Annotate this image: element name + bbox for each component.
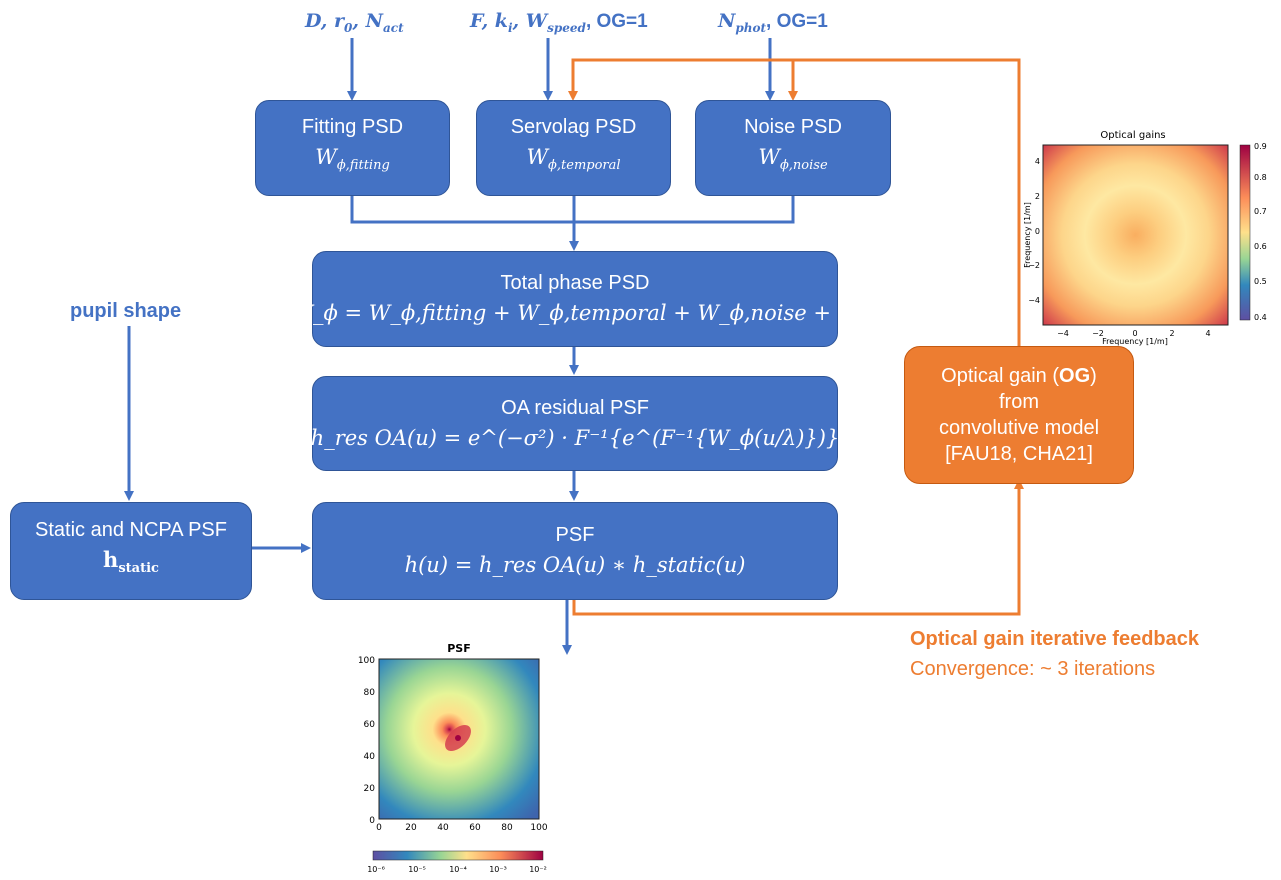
- static-ncpa-psf-title: Static and NCPA PSF: [35, 519, 227, 542]
- fitting-psd-formula: Wϕ,fitting: [315, 145, 390, 174]
- noise-inputs-label: Nphot, OG=1: [718, 10, 828, 35]
- total-phase-psd-box: Total phase PSD W_ϕ = W_ϕ,fitting + W_ϕ,…: [291, 251, 859, 347]
- optical-gain-line1: Optical gain (OG): [941, 365, 1097, 387]
- total-phase-psd-formula: W_ϕ = W_ϕ,fitting + W_ϕ,temporal + W_ϕ,n…: [291, 301, 859, 325]
- static-ncpa-psf-box: Static and NCPA PSF hstatic: [10, 502, 252, 600]
- noise-psd-box: Noise PSD Wϕ,noise: [695, 100, 891, 196]
- feedback-title: Optical gain iterative feedback: [910, 628, 1199, 650]
- servolag-psd-title: Servolag PSD: [510, 116, 637, 139]
- optical-gain-line4: [FAU18, CHA21]: [945, 443, 1093, 465]
- psf-formula: h(u) = h_res OA(u) ∗ h_static(u): [404, 553, 746, 577]
- fitting-psd-title: Fitting PSD: [301, 116, 404, 139]
- feedback-loop-top: [568, 58, 1021, 346]
- feedback-subtitle: Convergence: ~ 3 iterations: [910, 658, 1156, 680]
- servolag-inputs-label: F, ki, Wspeed, OG=1: [470, 10, 648, 35]
- optical-gain-line2: from: [999, 391, 1039, 413]
- optical-gain-box: Optical gain (OG) from convolutive model…: [904, 346, 1134, 484]
- oa-residual-psf-title: OA residual PSF: [501, 396, 649, 419]
- static-ncpa-psf-formula: hstatic: [103, 547, 159, 577]
- total-phase-psd-title: Total phase PSD: [500, 272, 650, 294]
- servolag-psd-formula: Wϕ,temporal: [526, 145, 621, 174]
- oa-residual-psf-box: OA residual PSF h_res OA(u) = e^(−σ²) · …: [310, 376, 840, 471]
- oa-residual-psf-formula: h_res OA(u) = e^(−σ²) · F⁻¹{e^(F⁻¹{W_ϕ(u…: [310, 425, 840, 450]
- feedback-loop-bottom: [572, 479, 1024, 616]
- optical-gain-line3: convolutive model: [938, 417, 1100, 439]
- fitting-inputs-label: D, r0, Nact: [305, 10, 404, 35]
- noise-psd-formula: Wϕ,noise: [758, 145, 828, 174]
- psf-box: PSF h(u) = h_res OA(u) ∗ h_static(u): [312, 502, 838, 600]
- fitting-psd-box: Fitting PSD Wϕ,fitting: [255, 100, 450, 196]
- psf-title: PSF: [555, 524, 595, 546]
- servolag-psd-box: Servolag PSD Wϕ,temporal: [476, 100, 671, 196]
- pupil-shape-label: pupil shape: [70, 300, 182, 322]
- noise-psd-title: Noise PSD: [744, 116, 842, 139]
